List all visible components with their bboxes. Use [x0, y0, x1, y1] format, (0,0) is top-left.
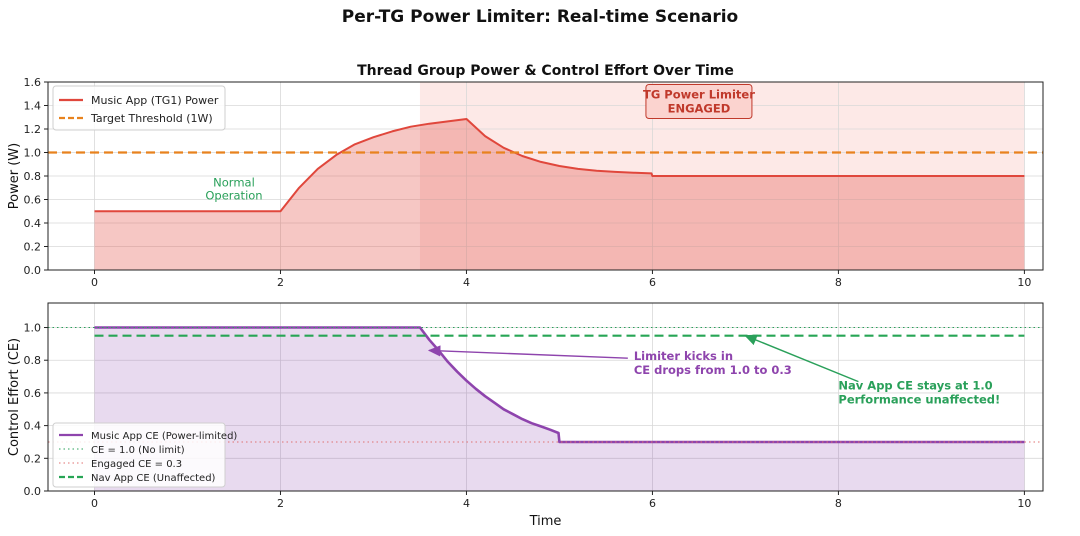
- x-tick-label: 6: [649, 497, 656, 510]
- x-tick-label: 0: [91, 276, 98, 289]
- annotation-text: ENGAGED: [668, 102, 731, 116]
- x-tick-label: 2: [277, 276, 284, 289]
- y-tick-label: 0.8: [24, 354, 42, 367]
- annotation-text: Operation: [205, 189, 262, 203]
- x-tick-label: 0: [91, 497, 98, 510]
- annotation-arrow: [744, 334, 859, 383]
- y-axis-label: Control Effort (CE): [7, 338, 22, 456]
- annotation-text: Limiter kicks in: [634, 349, 733, 363]
- annotation-text: Nav App CE stays at 1.0: [838, 379, 992, 393]
- y-tick-label: 0.8: [24, 170, 42, 183]
- x-tick-label: 10: [1017, 497, 1031, 510]
- y-tick-label: 0.4: [24, 217, 42, 230]
- y-tick-label: 0.6: [24, 387, 42, 400]
- series-fill-music-app-ce-power-limited: [94, 327, 1025, 491]
- legend-label: Target Threshold (1W): [90, 112, 213, 125]
- y-tick-label: 0.0: [24, 485, 42, 498]
- axes-frame: [47, 302, 1044, 492]
- annotation-text: TG Power Limiter: [643, 88, 755, 102]
- y-tick-label: 0.6: [24, 194, 42, 207]
- plot-area: [48, 303, 1043, 491]
- y-tick-label: 1.2: [24, 123, 42, 136]
- y-tick-label: 0.4: [24, 420, 42, 433]
- x-tick-label: 2: [277, 497, 284, 510]
- legend: [52, 85, 226, 131]
- series-fill-music-app-tg1-power: [94, 119, 1025, 270]
- axes-title: Thread Group Power & Control Effort Over…: [357, 63, 734, 79]
- annotation-text: Normal: [213, 176, 255, 190]
- y-tick-label: 1.4: [24, 100, 42, 113]
- legend: [52, 422, 226, 488]
- y-tick-label: 0.2: [24, 452, 42, 465]
- figure-suptitle: Per-TG Power Limiter: Real-time Scenario: [342, 7, 738, 27]
- legend-label: Engaged CE = 0.3: [91, 459, 182, 470]
- x-tick-label: 10: [1017, 276, 1031, 289]
- annotation-text: CE drops from 1.0 to 0.3: [634, 363, 792, 377]
- legend-label: CE = 1.0 (No limit): [91, 445, 185, 456]
- legend-label: Nav App CE (Unaffected): [91, 473, 216, 484]
- legend-label: Music App CE (Power-limited): [91, 431, 237, 442]
- y-axis-label: Power (W): [7, 143, 22, 209]
- y-tick-label: 0.0: [24, 264, 42, 277]
- series-line-music-app-ce-power-limited: [94, 326, 1025, 444]
- limiter-engaged-badge: [645, 84, 753, 119]
- annotation-text: Performance unaffected!: [838, 393, 1000, 407]
- x-tick-label: 4: [463, 276, 470, 289]
- power-panel: 0 2 4 6 8 10 0.0 0.2 0.4 0.6 0.8 1.0 1.2 1.4 1.6 Thread…: [7, 63, 1044, 289]
- series-line-music-app-tg1-power: [94, 118, 1025, 213]
- x-tick-label: 6: [649, 276, 656, 289]
- legend-label: Music App (TG1) Power: [91, 94, 219, 107]
- x-axis-label: Time: [529, 514, 562, 529]
- annotation-arrow: [427, 345, 628, 359]
- x-tick-label: 4: [463, 497, 470, 510]
- y-tick-label: 1.6: [24, 76, 42, 89]
- y-tick-label: 1.0: [24, 322, 42, 335]
- y-tick-label: 0.2: [24, 241, 42, 254]
- y-tick-label: 1.0: [24, 147, 42, 160]
- control-effort-panel: 0 2 4 6 8 10 0.0 0.2 0.4 0.6 0.8 1.0 Time Control Eff…: [7, 302, 1044, 529]
- x-tick-label: 8: [835, 276, 842, 289]
- x-tick-label: 8: [835, 497, 842, 510]
